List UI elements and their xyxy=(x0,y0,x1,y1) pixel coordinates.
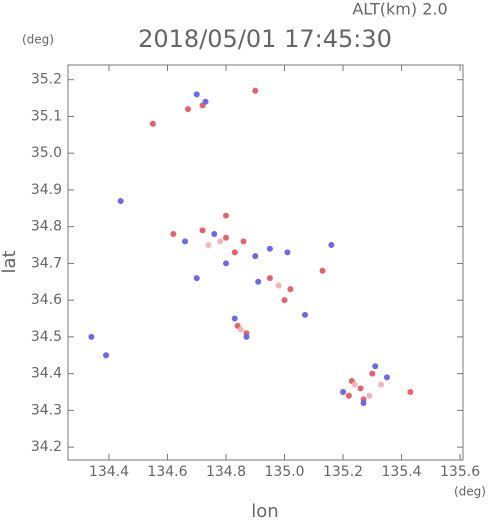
echo-point xyxy=(266,245,273,252)
echo-point xyxy=(182,238,189,245)
echo-point xyxy=(103,352,110,359)
y-tick-label: 34.6 xyxy=(31,292,62,308)
echo-point xyxy=(340,389,347,396)
y-tick-label: 34.7 xyxy=(31,255,62,271)
echo-point xyxy=(284,249,291,256)
y-tick-label: 35.0 xyxy=(31,145,62,161)
echo-point xyxy=(372,363,379,370)
chart-title: 2018/05/01 17:45:30 xyxy=(138,25,392,53)
x-unit: (deg) xyxy=(454,485,486,499)
x-tick-label: 135.2 xyxy=(323,464,363,480)
echo-point xyxy=(266,275,273,282)
echo-point xyxy=(369,370,376,377)
echo-point xyxy=(223,212,229,219)
echo-point xyxy=(345,392,352,399)
echo-point xyxy=(351,381,358,388)
echo-point xyxy=(275,282,282,289)
echo-point xyxy=(170,231,177,238)
echo-point xyxy=(240,238,247,245)
y-tick-label: 34.4 xyxy=(31,366,62,382)
echo-point xyxy=(223,260,229,267)
echo-point xyxy=(237,326,244,333)
y-tick-label: 34.8 xyxy=(31,219,62,235)
y-axis-label: lat xyxy=(0,250,20,273)
echo-point xyxy=(184,106,191,113)
echo-point xyxy=(205,242,212,249)
y-tick-label: 34.9 xyxy=(31,182,62,198)
echo-point xyxy=(243,333,250,340)
echo-point xyxy=(211,231,218,238)
echo-point xyxy=(383,374,390,381)
plot-frame xyxy=(67,64,464,461)
y-tick-label: 35.2 xyxy=(31,72,62,88)
x-tick-label: 134.4 xyxy=(89,464,129,480)
y-tick-label: 34.5 xyxy=(31,329,62,345)
echo-point xyxy=(302,311,308,318)
echo-point xyxy=(378,381,385,388)
echo-point xyxy=(88,333,95,340)
x-tick-label: 135.6 xyxy=(440,464,480,480)
x-tick-label: 134.8 xyxy=(206,464,246,480)
echo-point xyxy=(199,227,206,234)
echo-point xyxy=(407,389,414,396)
y-tick-label: 35.1 xyxy=(31,108,62,124)
echo-point xyxy=(360,400,367,407)
echo-point xyxy=(366,392,373,399)
x-tick-label: 135.0 xyxy=(264,464,304,480)
echo-point xyxy=(281,297,288,304)
y-tick-label: 34.3 xyxy=(31,402,62,418)
x-tick-label: 134.6 xyxy=(147,464,187,480)
echo-point xyxy=(202,98,209,105)
echo-point xyxy=(193,275,200,282)
echo-point xyxy=(252,253,259,260)
echo-point xyxy=(252,87,259,94)
echo-point xyxy=(231,249,238,256)
echo-point xyxy=(357,385,364,392)
echo-point xyxy=(193,91,200,98)
echo-point xyxy=(255,278,262,285)
echo-point xyxy=(149,120,156,127)
echo-point xyxy=(217,238,224,245)
x-axis-label: lon xyxy=(251,501,278,521)
echo-point xyxy=(319,267,326,274)
echo-point xyxy=(117,197,124,204)
x-tick-label: 135.4 xyxy=(382,464,422,480)
echo-point xyxy=(223,234,229,241)
subtitle: ALT(km) 2.0 xyxy=(352,0,447,19)
y-tick-label: 34.2 xyxy=(31,439,62,455)
echo-point xyxy=(328,242,335,249)
echo-point xyxy=(231,315,238,322)
y-unit: (deg) xyxy=(22,33,54,47)
echo-point xyxy=(287,286,294,293)
